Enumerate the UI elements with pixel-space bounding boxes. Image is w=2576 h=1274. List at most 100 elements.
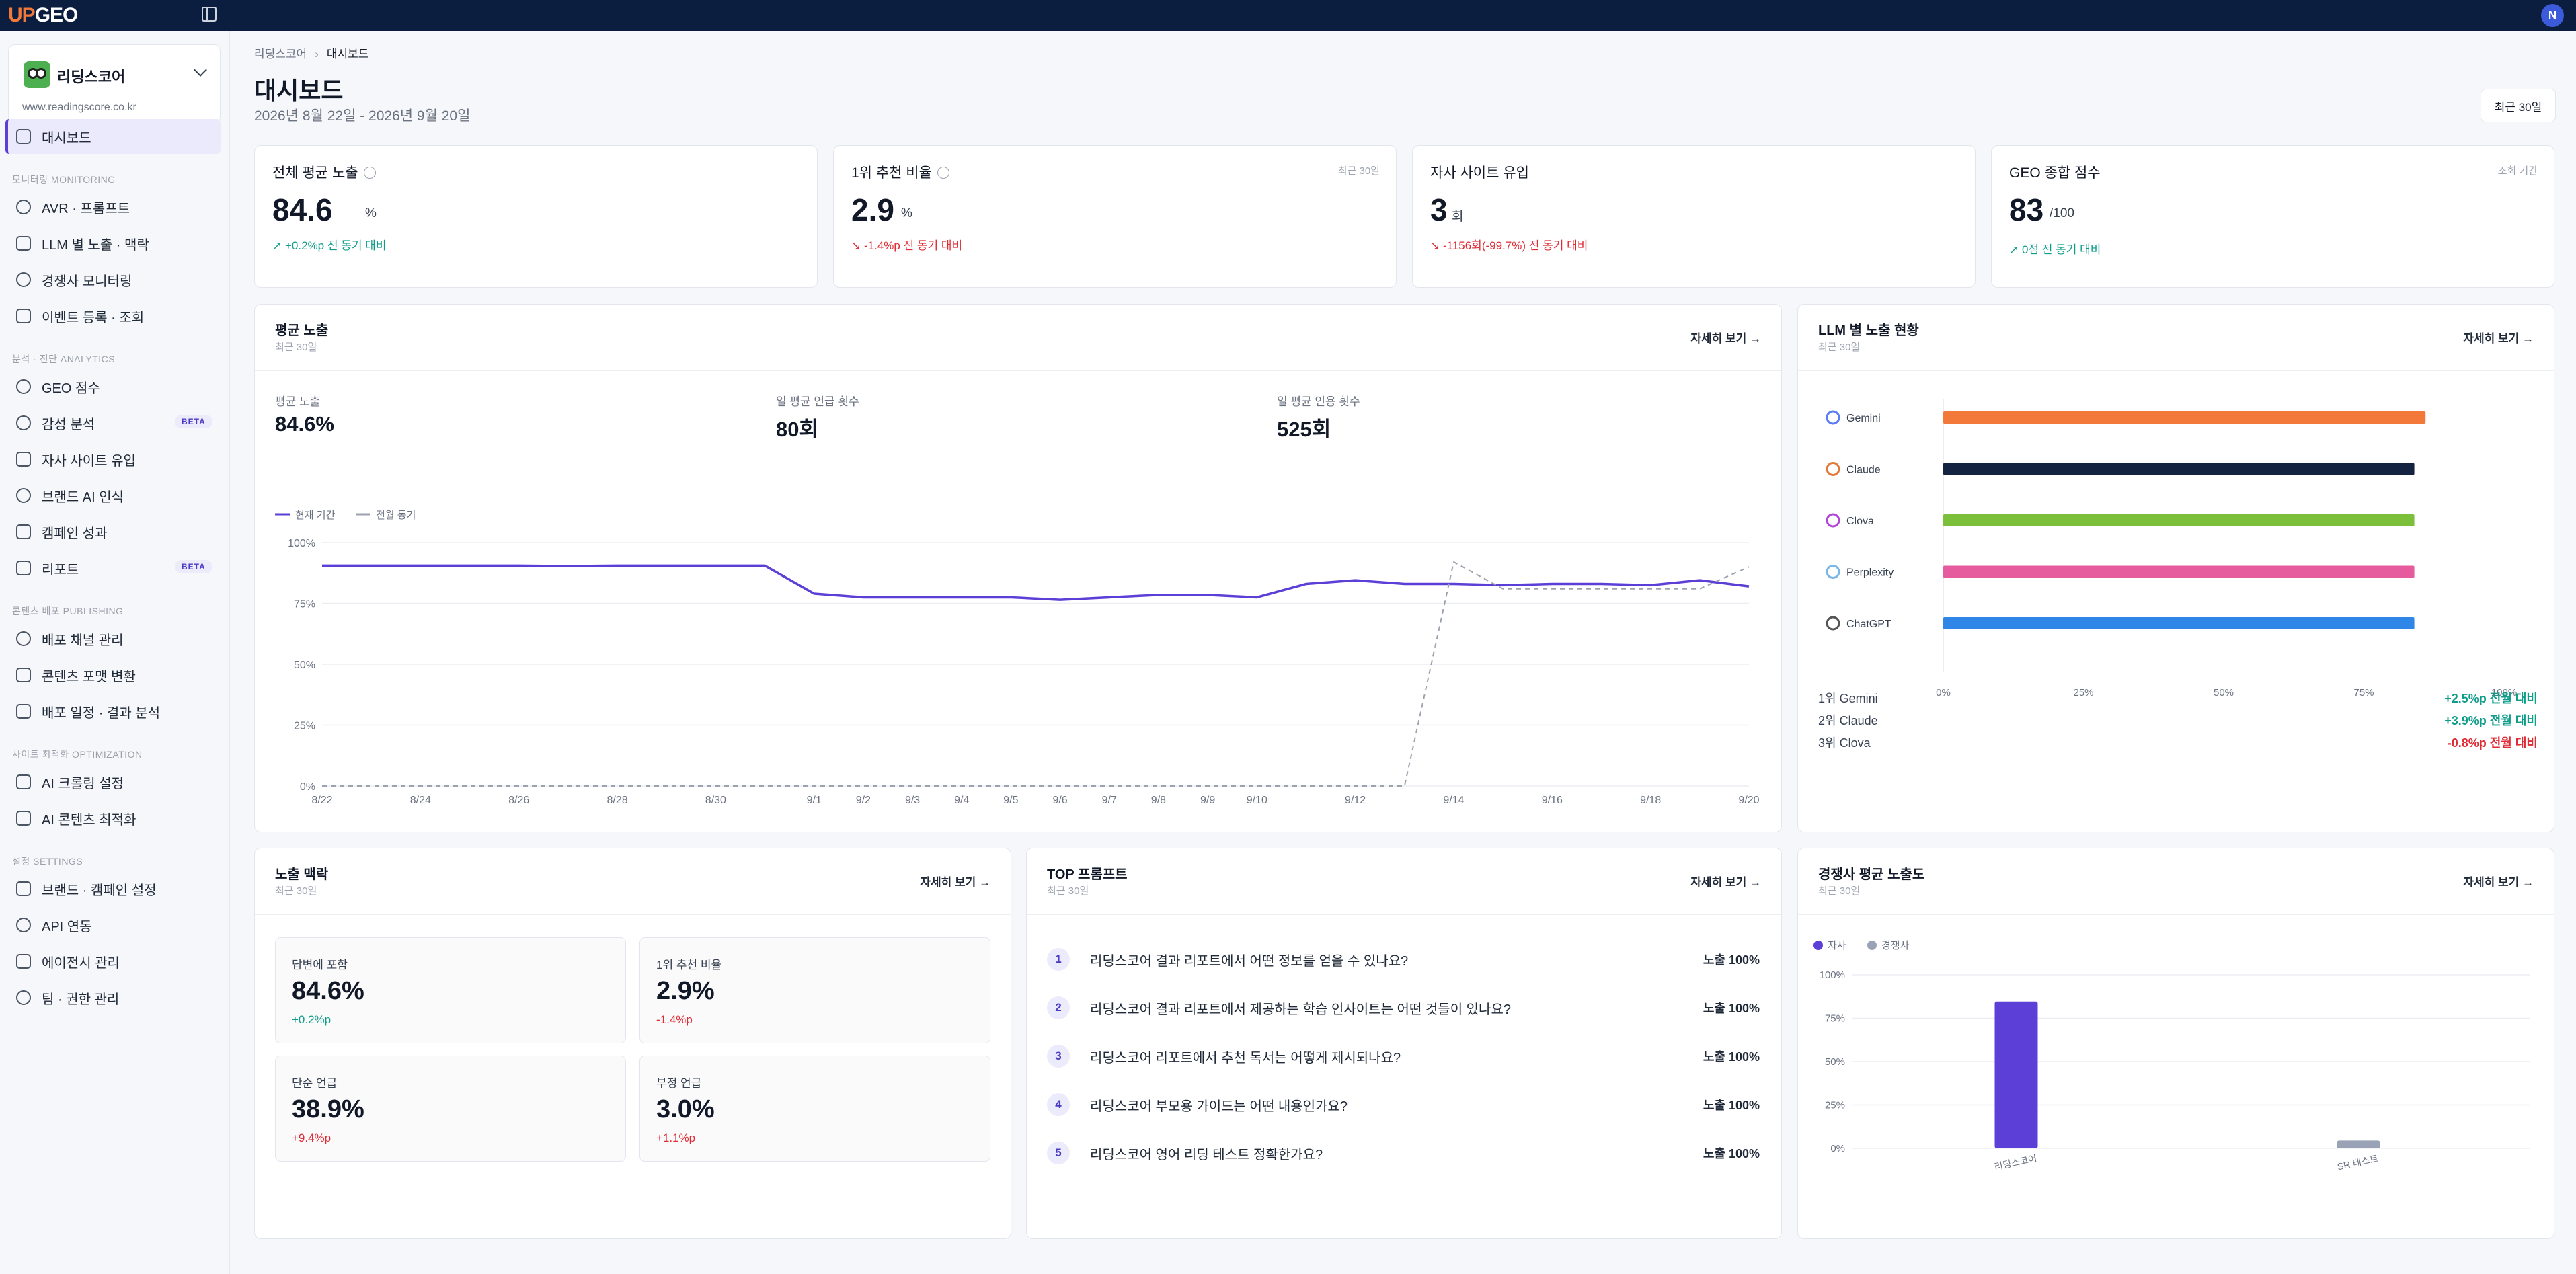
legend-label: 경쟁사 bbox=[1881, 940, 1910, 951]
y-tick-label: 75% bbox=[1825, 1013, 1845, 1025]
sidebar-item-api[interactable]: API 연동 bbox=[16, 915, 92, 935]
sidebar-item-crawling[interactable]: AI 크롤링 설정 bbox=[16, 772, 124, 792]
bar-category-label: Claude bbox=[1846, 465, 1881, 476]
shield-icon bbox=[16, 990, 31, 1005]
sidebar-item-llm-exposure[interactable]: LLM 별 노출 · 맥락 bbox=[16, 233, 149, 253]
sidebar-item-avr-prompt[interactable]: AVR · 프롬프트 bbox=[16, 197, 130, 217]
view-more-link[interactable]: 자세히 보기 → bbox=[2463, 876, 2534, 889]
breadcrumb-current: 대시보드 bbox=[326, 48, 369, 61]
view-more-link[interactable]: 자세히 보기 → bbox=[920, 876, 990, 889]
app-logo[interactable]: UPGEO bbox=[8, 4, 78, 26]
card-title: LLM 별 노출 현황 bbox=[1818, 323, 1919, 338]
metric-value: 525회 bbox=[1277, 417, 1331, 441]
context-cell-negative-mention: 부정 언급 3.0% +1.1%p bbox=[639, 1056, 990, 1162]
bar-category-label: Gemini bbox=[1846, 413, 1881, 424]
x-tick-label: SR 테스트 bbox=[2336, 1153, 2379, 1172]
period-select-button[interactable]: 최근 30일 bbox=[2481, 89, 2556, 122]
sidebar-toggle-icon[interactable] bbox=[202, 7, 217, 22]
x-tick-label: 100% bbox=[2491, 687, 2517, 699]
sidebar-item-campaign[interactable]: 캠페인 성과 bbox=[16, 522, 108, 542]
sidebar-item-sentiment[interactable]: 감성 분석 BETA bbox=[16, 413, 212, 433]
chevron-down-icon[interactable] bbox=[194, 63, 207, 77]
section-monitoring: 모니터링 MONITORING bbox=[12, 174, 116, 185]
metric-label: 일 평균 언급 횟수 bbox=[776, 395, 859, 408]
kpi-change: ↗ 0점 전 동기 대비 bbox=[2009, 243, 2101, 256]
sidebar-item-report[interactable]: 리포트 BETA bbox=[16, 558, 212, 578]
perplexity-icon bbox=[1826, 565, 1840, 579]
x-tick-label: 9/2 bbox=[856, 795, 871, 806]
card-subtitle: 최근 30일 bbox=[1047, 885, 1089, 897]
legend-swatch bbox=[1813, 941, 1823, 950]
sidebar-item-competitor[interactable]: 경쟁사 모니터링 bbox=[16, 270, 132, 290]
sidebar-item-geo-score[interactable]: GEO 점수 bbox=[16, 376, 100, 397]
kpi-change: ↘ -1.4%p 전 동기 대비 bbox=[851, 239, 963, 252]
card-title: 경쟁사 평균 노출도 bbox=[1818, 867, 1925, 882]
y-tick-label: 50% bbox=[294, 660, 315, 671]
info-icon[interactable] bbox=[937, 167, 949, 179]
brain-icon bbox=[16, 488, 31, 503]
view-more-link[interactable]: 자세히 보기 → bbox=[2463, 332, 2534, 345]
sidebar-item-dashboard[interactable]: 대시보드 bbox=[16, 126, 91, 147]
context-cell-simple-mention: 단순 언급 38.9% +9.4%p bbox=[275, 1056, 626, 1162]
x-tick-label: 9/16 bbox=[1542, 795, 1563, 806]
metric-label: 일 평균 인용 횟수 bbox=[1277, 395, 1360, 408]
site-selector[interactable]: 리딩스코어 www.readingscore.co.kr bbox=[8, 44, 221, 124]
series-line bbox=[322, 564, 1750, 601]
legend-label: 현재 기간 bbox=[295, 510, 336, 521]
sidebar-item-schedule[interactable]: 배포 일정 · 결과 분석 bbox=[16, 701, 160, 721]
view-more-link[interactable]: 자세히 보기 → bbox=[1690, 876, 1761, 889]
exposure-line-chart[interactable]: 0% 25% 50% 75% 100% 8/22 8/24 8/26 8/28 8/30 9/1 9/… bbox=[255, 305, 1783, 833]
rank-row-1: 1위 Gemini +2.5%p 전월 대비 bbox=[1818, 692, 2538, 705]
grid-icon bbox=[16, 129, 31, 144]
view-more-link[interactable]: 자세히 보기 → bbox=[1690, 332, 1761, 345]
user-avatar[interactable]: N bbox=[2541, 4, 2564, 27]
prompt-row[interactable]: 2 리딩스코어 결과 리포트에서 제공하는 학습 인사이트는 어떤 것들이 있나요… bbox=[1047, 994, 1760, 1021]
prompt-row[interactable]: 3 리딩스코어 리포트에서 추천 독서는 어떻게 제시되나요? 노출 100% bbox=[1047, 1043, 1760, 1070]
sidebar-item-content-opt[interactable]: AI 콘텐츠 최적화 bbox=[16, 808, 136, 828]
kpi-sub: 최근 30일 bbox=[1337, 165, 1380, 177]
kpi-card-avg-exposure: 전체 평균 노출 84.6 % ↗ +0.2%p 전 동기 대비 bbox=[254, 145, 818, 288]
prompt-row[interactable]: 5 리딩스코어 영어 리딩 테스트 정확한가요? 노출 100% bbox=[1047, 1140, 1760, 1166]
bar bbox=[1943, 411, 2426, 424]
y-tick-label: 25% bbox=[1825, 1100, 1845, 1111]
kpi-change: ↘ -1156회(-99.7%) 전 동기 대비 bbox=[1430, 239, 1588, 252]
competitor-bar-chart[interactable]: 자사 경쟁사 0% 25% 50% 75% 100% 리딩스코어 SR 테스트 bbox=[1798, 848, 2555, 1240]
rank-row-2: 2위 Claude +3.9%p 전월 대비 bbox=[1818, 714, 2538, 727]
kpi-label: 자사 사이트 유입 bbox=[1430, 165, 1529, 181]
date-range: 2026년 8월 22일 - 2026년 9월 20일 bbox=[254, 108, 471, 124]
sidebar-item-channels[interactable]: 배포 채널 관리 bbox=[16, 629, 124, 649]
breadcrumb-root[interactable]: 리딩스코어 bbox=[254, 48, 307, 61]
prompt-row[interactable]: 1 리딩스코어 결과 리포트에서 어떤 정보를 얻을 수 있나요? 노출 100% bbox=[1047, 946, 1760, 973]
breadcrumb: 리딩스코어 › 대시보드 bbox=[254, 44, 368, 61]
sidebar-item-brand-settings[interactable]: 브랜드 · 캠페인 설정 bbox=[16, 879, 157, 899]
y-tick-label: 50% bbox=[1825, 1056, 1845, 1068]
sidebar-item-agency[interactable]: 에이전시 관리 bbox=[16, 951, 120, 971]
section-optimization: 사이트 최적화 OPTIMIZATION bbox=[12, 749, 143, 760]
sidebar-item-team[interactable]: 팀 · 권한 관리 bbox=[16, 988, 119, 1008]
prompt-row[interactable]: 4 리딩스코어 부모용 가이드는 어떤 내용인가요? 노출 100% bbox=[1047, 1091, 1760, 1118]
y-tick-label: 75% bbox=[294, 599, 315, 610]
divider bbox=[1798, 914, 2554, 915]
chart-icon bbox=[16, 524, 31, 539]
legend-label: 자사 bbox=[1828, 940, 1846, 951]
x-tick-label: 9/1 bbox=[807, 795, 822, 806]
x-tick-label: 9/7 bbox=[1102, 795, 1117, 806]
x-tick-label: 8/28 bbox=[607, 795, 627, 806]
card-title: 노출 맥락 bbox=[275, 867, 329, 882]
llm-bar-chart[interactable]: 0% 25% 50% 75% 100% Gemini Claude Clova Perplexi… bbox=[1798, 305, 2555, 833]
exposure-context-card: 노출 맥락 최근 30일 자세히 보기 → 답변에 포함 84.6% +0.2%… bbox=[254, 848, 1011, 1239]
beta-badge: BETA bbox=[175, 415, 212, 428]
kpi-label: 1위 추천 비율 bbox=[851, 165, 932, 181]
sidebar-item-events[interactable]: 이벤트 등록 · 조회 bbox=[16, 306, 144, 326]
main-content: 리딩스코어 › 대시보드 대시보드 2026년 8월 22일 - 2026년 9월 … bbox=[230, 31, 2576, 1274]
calendar-icon bbox=[16, 704, 31, 719]
sidebar-item-site-traffic[interactable]: 자사 사이트 유입 bbox=[16, 449, 136, 469]
sidebar-item-brand-ai[interactable]: 브랜드 AI 인식 bbox=[16, 485, 124, 506]
section-settings: 설정 SETTINGS bbox=[12, 856, 83, 867]
sidebar-item-format[interactable]: 콘텐츠 포맷 변환 bbox=[16, 665, 136, 685]
card-subtitle: 최근 30일 bbox=[1818, 885, 1861, 897]
rank-row-3: 3위 Clova -0.8%p 전월 대비 bbox=[1818, 736, 2538, 750]
y-tick-label: 0% bbox=[300, 781, 315, 793]
sidebar: 리딩스코어 www.readingscore.co.kr 대시보드 모니터링 M… bbox=[0, 31, 230, 1274]
info-icon[interactable] bbox=[363, 167, 376, 179]
